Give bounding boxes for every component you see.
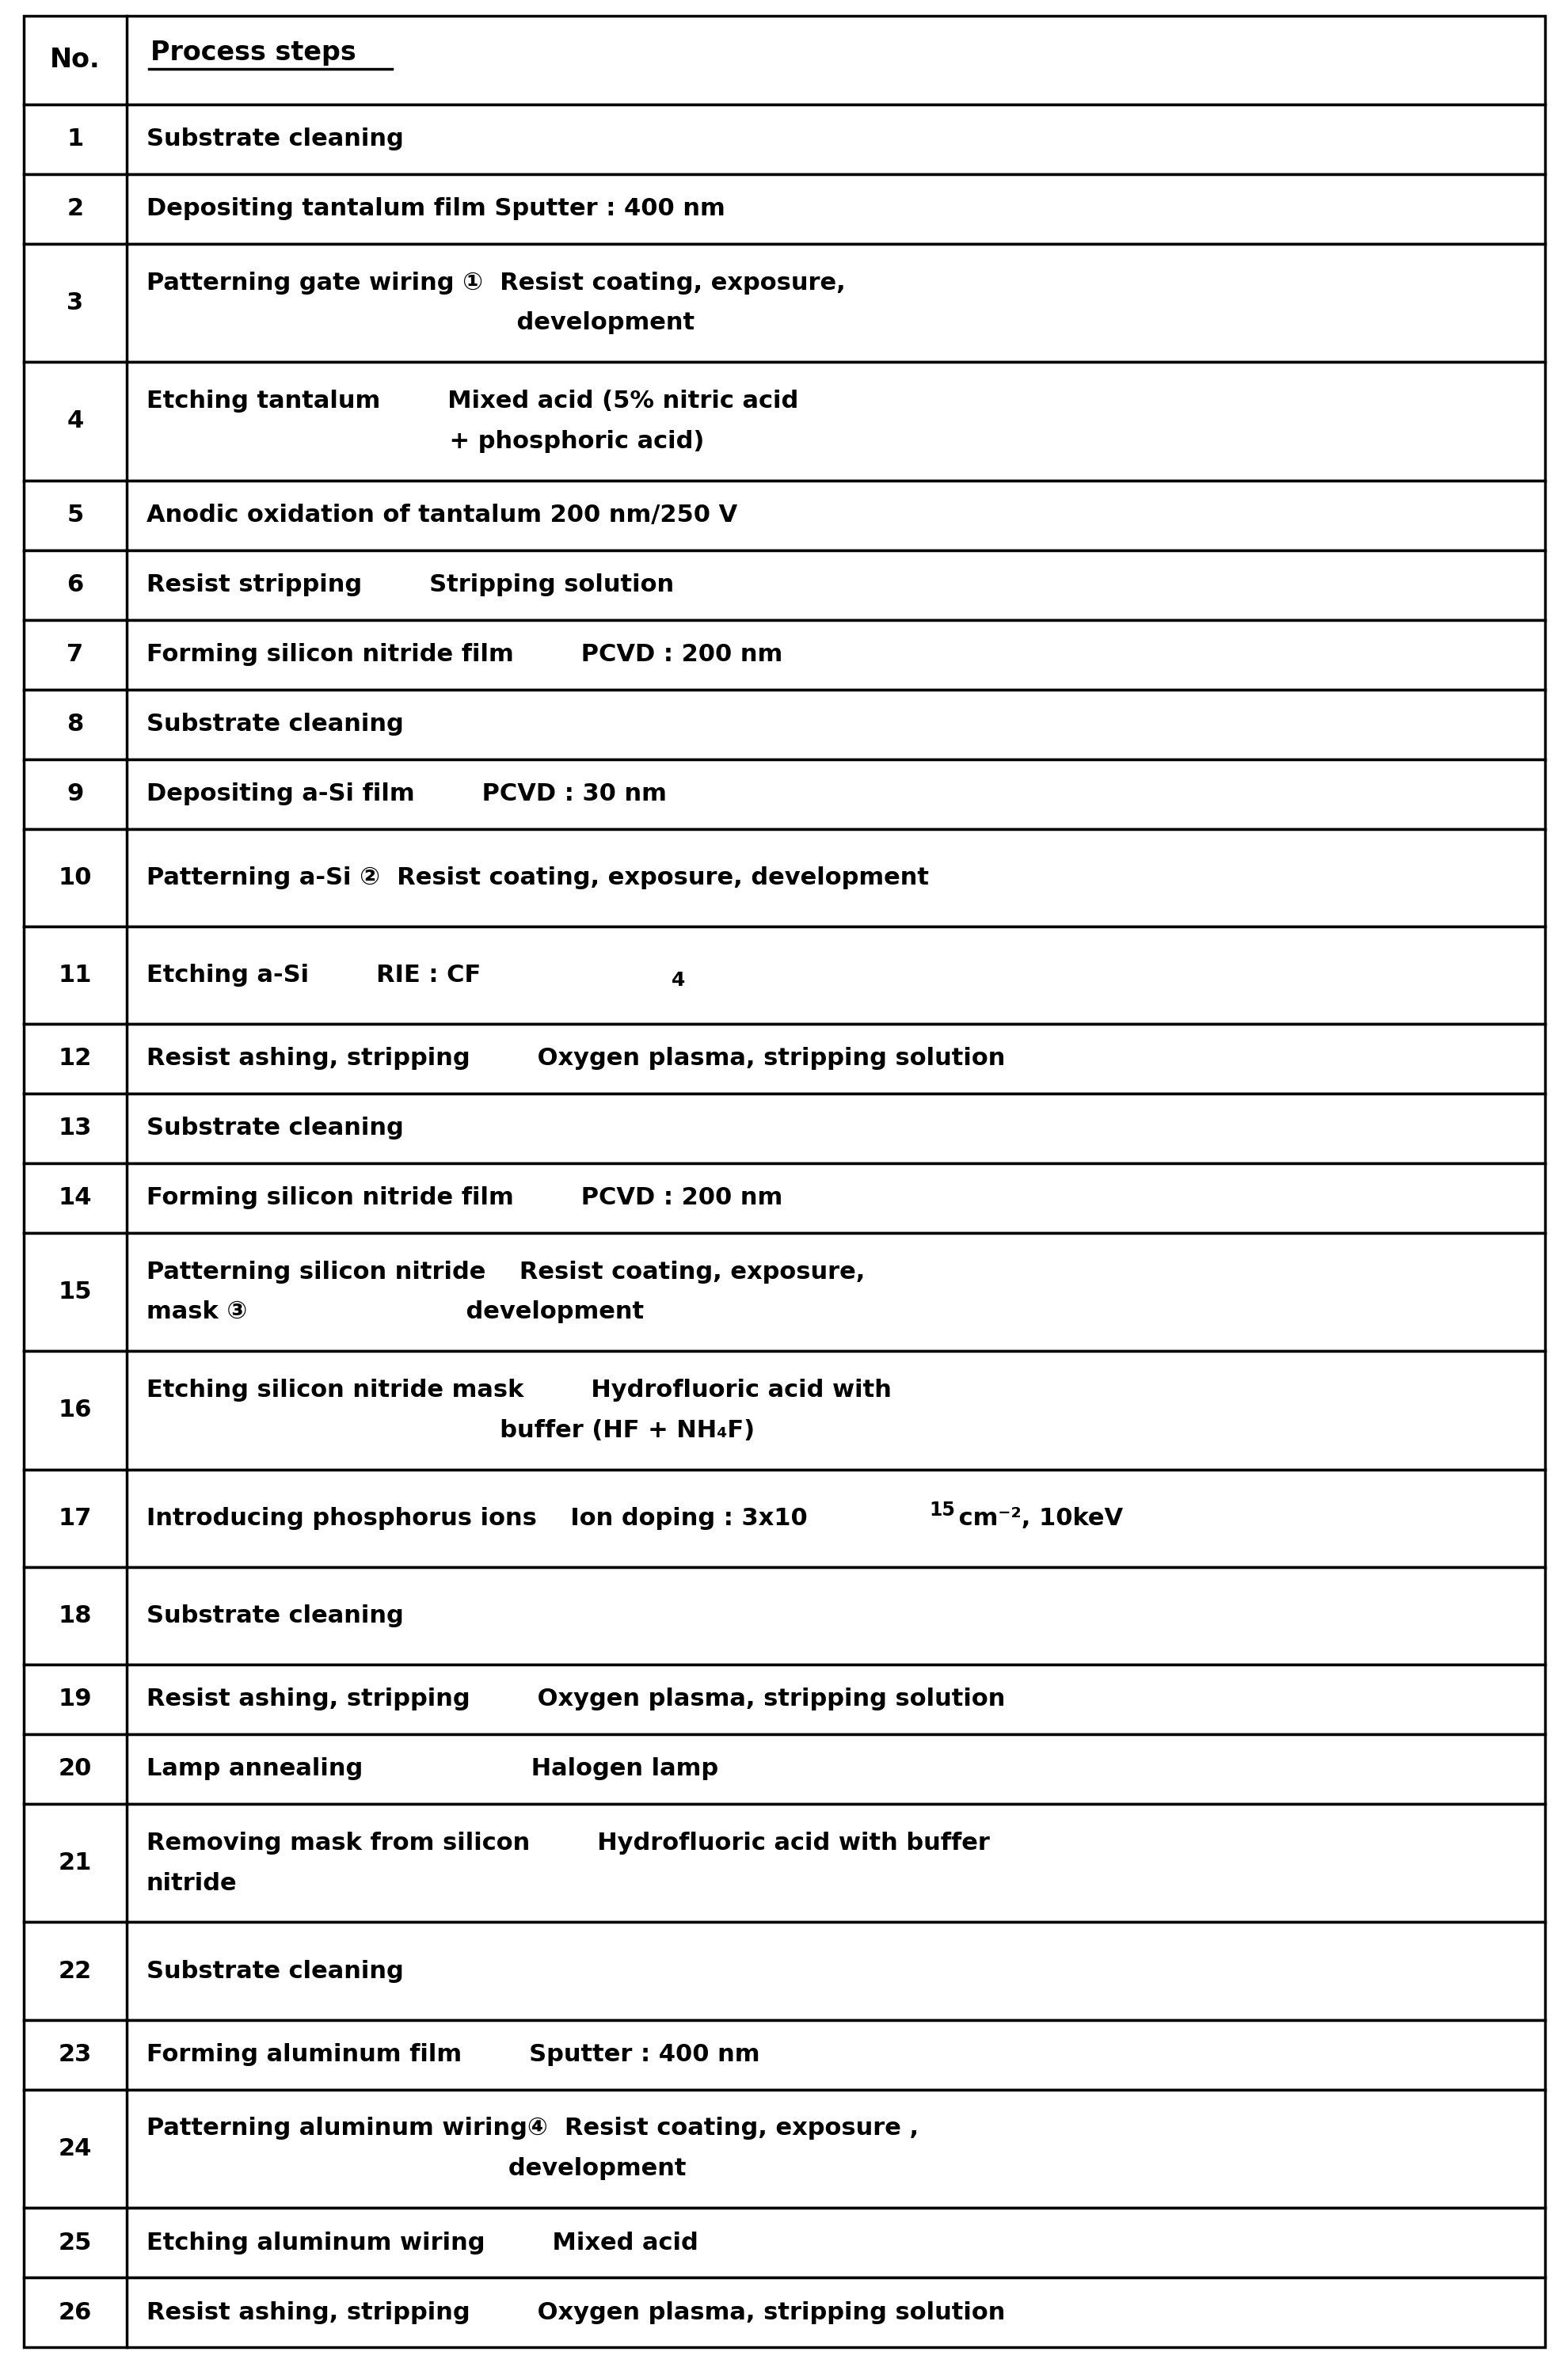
Text: Introducing phosphorus ions    Ion doping : 3x10: Introducing phosphorus ions Ion doping :… — [146, 1508, 808, 1529]
Text: Patterning silicon nitride    Resist coating, exposure,: Patterning silicon nitride Resist coatin… — [146, 1259, 864, 1283]
Text: 12: 12 — [58, 1047, 93, 1070]
Text: 7: 7 — [67, 643, 83, 666]
Text: Patterning gate wiring ①  Resist coating, exposure,: Patterning gate wiring ① Resist coating,… — [146, 272, 845, 295]
Text: 5: 5 — [67, 503, 83, 527]
Bar — [24, 2020, 1544, 2089]
Bar — [24, 1734, 1544, 1803]
Text: 22: 22 — [58, 1959, 93, 1983]
Bar — [24, 926, 1544, 1023]
Bar — [24, 1163, 1544, 1233]
Bar — [24, 619, 1544, 690]
Text: 1: 1 — [67, 128, 83, 151]
Text: 2: 2 — [67, 198, 83, 220]
Bar — [24, 104, 1544, 175]
Text: Forming aluminum film        Sputter : 400 nm: Forming aluminum film Sputter : 400 nm — [146, 2044, 759, 2065]
Text: 25: 25 — [58, 2231, 93, 2254]
Text: 26: 26 — [58, 2302, 93, 2323]
Bar — [24, 1567, 1544, 1664]
Text: 4: 4 — [671, 971, 685, 990]
Bar — [24, 1352, 1544, 1470]
Text: Resist stripping        Stripping solution: Resist stripping Stripping solution — [146, 574, 674, 595]
Bar — [24, 829, 1544, 926]
Text: 14: 14 — [58, 1186, 93, 1210]
Text: 18: 18 — [58, 1604, 93, 1628]
Bar — [24, 1470, 1544, 1567]
Bar — [24, 551, 1544, 619]
Text: No.: No. — [50, 47, 100, 73]
Text: Etching tantalum        Mixed acid (5% nitric acid: Etching tantalum Mixed acid (5% nitric a… — [146, 390, 798, 414]
Text: Anodic oxidation of tantalum 200 nm/250 V: Anodic oxidation of tantalum 200 nm/250 … — [146, 503, 737, 527]
Bar — [24, 1094, 1544, 1163]
Text: 24: 24 — [58, 2136, 93, 2160]
Text: + phosphoric acid): + phosphoric acid) — [146, 430, 704, 454]
Text: Substrate cleaning: Substrate cleaning — [146, 1959, 403, 1983]
Text: 21: 21 — [58, 1853, 93, 1874]
Bar — [24, 2278, 1544, 2346]
Text: Etching silicon nitride mask        Hydrofluoric acid with: Etching silicon nitride mask Hydrofluori… — [146, 1378, 891, 1401]
Text: Etching a-Si        RIE : CF: Etching a-Si RIE : CF — [146, 964, 481, 985]
Bar — [24, 759, 1544, 829]
Text: cm⁻², 10keV: cm⁻², 10keV — [950, 1508, 1123, 1529]
Text: Removing mask from silicon        Hydrofluoric acid with buffer: Removing mask from silicon Hydrofluoric … — [146, 1831, 989, 1855]
Text: Lamp annealing                    Halogen lamp: Lamp annealing Halogen lamp — [146, 1758, 718, 1782]
Text: Resist ashing, stripping        Oxygen plasma, stripping solution: Resist ashing, stripping Oxygen plasma, … — [146, 1687, 1005, 1711]
Text: Depositing tantalum film Sputter : 400 nm: Depositing tantalum film Sputter : 400 n… — [146, 198, 724, 220]
Text: 9: 9 — [67, 782, 83, 806]
Text: Substrate cleaning: Substrate cleaning — [146, 1118, 403, 1139]
Bar — [24, 480, 1544, 551]
Bar — [24, 2207, 1544, 2278]
Bar — [24, 1664, 1544, 1734]
Text: Depositing a-Si film        PCVD : 30 nm: Depositing a-Si film PCVD : 30 nm — [146, 782, 666, 806]
Bar — [24, 1023, 1544, 1094]
Text: 15: 15 — [928, 1501, 955, 1519]
Text: nitride: nitride — [146, 1871, 237, 1895]
Text: 6: 6 — [67, 574, 83, 595]
Text: 3: 3 — [67, 291, 83, 314]
Bar — [24, 243, 1544, 362]
Text: 4: 4 — [67, 409, 83, 432]
Text: 20: 20 — [58, 1758, 93, 1782]
Text: 16: 16 — [58, 1399, 93, 1423]
Text: 8: 8 — [67, 714, 83, 735]
Text: Substrate cleaning: Substrate cleaning — [146, 128, 403, 151]
Text: Substrate cleaning: Substrate cleaning — [146, 714, 403, 735]
Text: Forming silicon nitride film        PCVD : 200 nm: Forming silicon nitride film PCVD : 200 … — [146, 643, 782, 666]
Bar — [24, 690, 1544, 759]
Text: development: development — [146, 2157, 685, 2181]
Text: Patterning a-Si ②  Resist coating, exposure, development: Patterning a-Si ② Resist coating, exposu… — [146, 865, 928, 888]
Text: Forming silicon nitride film        PCVD : 200 nm: Forming silicon nitride film PCVD : 200 … — [146, 1186, 782, 1210]
Text: 10: 10 — [58, 865, 93, 888]
Text: 13: 13 — [58, 1118, 93, 1139]
Bar — [24, 362, 1544, 480]
Text: 15: 15 — [58, 1281, 93, 1304]
Bar — [24, 1921, 1544, 2020]
Text: Patterning aluminum wiring④  Resist coating, exposure ,: Patterning aluminum wiring④ Resist coati… — [146, 2117, 919, 2141]
Text: buffer (HF + NH₄F): buffer (HF + NH₄F) — [146, 1418, 754, 1441]
Text: 23: 23 — [58, 2044, 93, 2065]
Text: 19: 19 — [58, 1687, 93, 1711]
Text: development: development — [146, 312, 695, 336]
Text: mask ③                          development: mask ③ development — [146, 1300, 643, 1323]
Text: Substrate cleaning: Substrate cleaning — [146, 1604, 403, 1628]
Text: Resist ashing, stripping        Oxygen plasma, stripping solution: Resist ashing, stripping Oxygen plasma, … — [146, 1047, 1005, 1070]
Text: Etching aluminum wiring        Mixed acid: Etching aluminum wiring Mixed acid — [146, 2231, 698, 2254]
Bar — [24, 175, 1544, 243]
Text: Process steps: Process steps — [151, 40, 356, 66]
Bar — [24, 1233, 1544, 1352]
Text: Resist ashing, stripping        Oxygen plasma, stripping solution: Resist ashing, stripping Oxygen plasma, … — [146, 2302, 1005, 2323]
Bar — [24, 17, 1544, 104]
Text: 17: 17 — [58, 1508, 93, 1529]
Bar — [24, 2089, 1544, 2207]
Bar — [24, 1803, 1544, 1921]
Text: 11: 11 — [58, 964, 93, 985]
